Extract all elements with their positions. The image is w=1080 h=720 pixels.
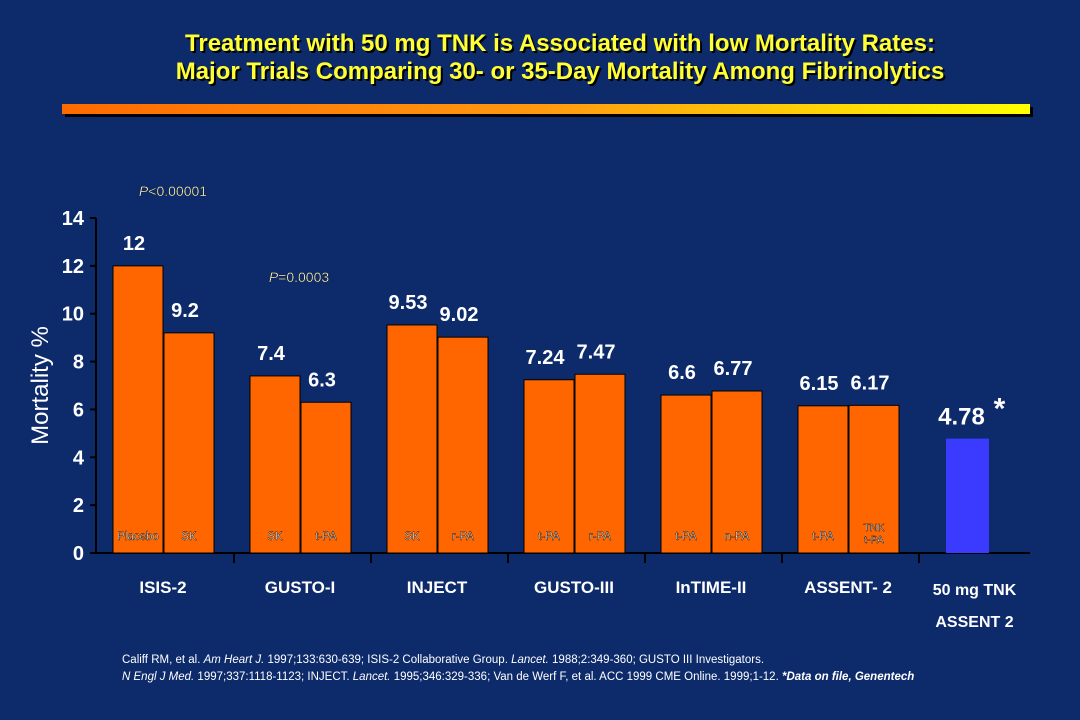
bar-value-label: 9.2 [171,300,199,322]
bar-treatment-label: SK [267,531,283,543]
title-line-1: Treatment with 50 mg TNK is Associated w… [185,30,935,57]
y-tick-label-14: 14 [62,208,85,230]
highlight-label-line-1: 50 mg TNK [933,582,1017,599]
citation-line-1: Califf RM, et al. Am Heart J. 1997;133:6… [122,652,1022,669]
bar-treatment-label: t-PA [675,531,697,543]
bar-treatment-label: t-PA [864,534,884,546]
p-symbol: P [139,183,149,199]
bar-GUSTO-I-SK [249,375,301,554]
highlight-label-line-2: ASSENT 2 [935,614,1013,631]
bar-InTIME-II-t-PA [660,394,712,554]
bar-GUSTO-I-t-PA [300,401,352,554]
y-tick-label-6: 6 [73,399,84,421]
slide-title: Treatment with 50 mg TNK is Associated w… [20,30,1080,86]
bar-value-label: 6.77 [714,358,753,380]
p-value-ISIS-2: P<0.00001 [139,183,207,199]
y-axis-label: Mortality % [27,326,54,445]
trial-label-InTIME-II: InTIME-II [676,578,747,597]
bar-value-label: 9.53 [389,292,428,314]
mortality-bar-chart: Mortality % 0 2 4 6 8 10 12 14 12 Placebo 9.2 SK ISIS… [27,183,1030,631]
bar-treatment-label: t-PA [315,531,337,543]
p-value-number: =0.0003 [278,269,329,285]
bar-value-label: 9.02 [440,304,479,326]
citation-line-2-part-4: *Data on file, Genentech [781,671,915,683]
citation-line-1-part-2: 1997;133:630-639; ISIS-2 Collaborative G… [264,654,512,666]
y-tick-label-0: 0 [73,543,84,565]
y-tick-label-8: 8 [73,352,84,374]
bar-treatment-label: SK [181,531,197,543]
bar-GUSTO-III-r-PA [574,373,626,554]
y-tick-label-2: 2 [73,495,84,517]
y-tick-label-12: 12 [62,256,84,278]
trial-label-GUSTO-I: GUSTO-I [265,578,336,597]
title-line-2: Major Trials Comparing 30- or 35-Day Mor… [175,58,945,85]
bar-INJECT-SK [386,324,438,554]
citation-line-1-part-0: Califf RM, et al. [122,654,204,666]
bar-ASSENT- 2-t-PA [797,405,849,554]
citation-line-2-part-0: N Engl J Med. [122,671,195,683]
trial-label-ISIS-2: ISIS-2 [139,578,186,597]
citation-line-1-part-1: Am Heart J. [203,654,265,666]
citation-line-1-part-3: Lancet. [511,654,549,666]
bar-treatment-label: TNK [864,522,885,534]
bar-value-label: 7.47 [577,341,616,363]
bar-InTIME-II-n-PA [711,390,763,554]
source-citation: Califf RM, et al. Am Heart J. 1997;133:6… [122,652,1022,686]
p-value-number: <0.00001 [148,183,207,199]
bar-ISIS-2-SK [163,332,215,554]
bar-GUSTO-III-t-PA [523,379,575,554]
citation-line-2-part-2: Lancet. [352,671,391,683]
y-tick-label-10: 10 [62,304,84,326]
y-tick-label-4: 4 [73,447,85,469]
title-underline-bar [62,104,1030,114]
trial-label-INJECT: INJECT [407,578,468,597]
bar-INJECT-r-PA [437,336,489,554]
bar-value-label: 6.3 [308,369,336,391]
highlight-value-label: 4.78 [938,404,985,431]
p-value-GUSTO-I: P=0.0003 [269,269,330,285]
citation-line-1-part-4: 1988;2:349-360; GUSTO III Investigators. [548,654,765,666]
bar-treatment-label: Placebo [117,531,159,543]
bar-value-label: 7.24 [526,347,566,369]
citation-line-2-part-1: 1997;337:1118-1123; INJECT. [194,671,353,683]
bar-50mg-tnk [946,438,989,553]
bar-value-label: 6.17 [851,372,890,394]
bar-ASSENT- 2-TNK t-PA [848,404,900,554]
bar-ISIS-2-Placebo [112,265,164,554]
bar-treatment-label: SK [404,531,420,543]
bar-treatment-label: r-PA [452,531,474,543]
bar-treatment-label: n-PA [725,531,750,543]
bar-treatment-label: t-PA [812,531,834,543]
citation-line-2: N Engl J Med. 1997;337:1118-1123; INJECT… [122,669,1022,686]
bar-treatment-label: t-PA [538,531,560,543]
p-symbol: P [269,269,279,285]
bar-value-label: 6.6 [668,362,696,384]
bar-value-label: 6.15 [800,373,839,395]
bar-value-label: 12 [123,233,145,255]
bar-value-label: 7.4 [257,343,286,365]
trial-label-ASSENT- 2: ASSENT- 2 [804,578,892,597]
bar-treatment-label: r-PA [589,531,611,543]
citation-line-2-part-3: 1995;346:329-336; Van de Werf F, et al. … [390,671,782,683]
trial-label-GUSTO-III: GUSTO-III [534,578,614,597]
highlight-asterisk: * [994,393,1006,426]
